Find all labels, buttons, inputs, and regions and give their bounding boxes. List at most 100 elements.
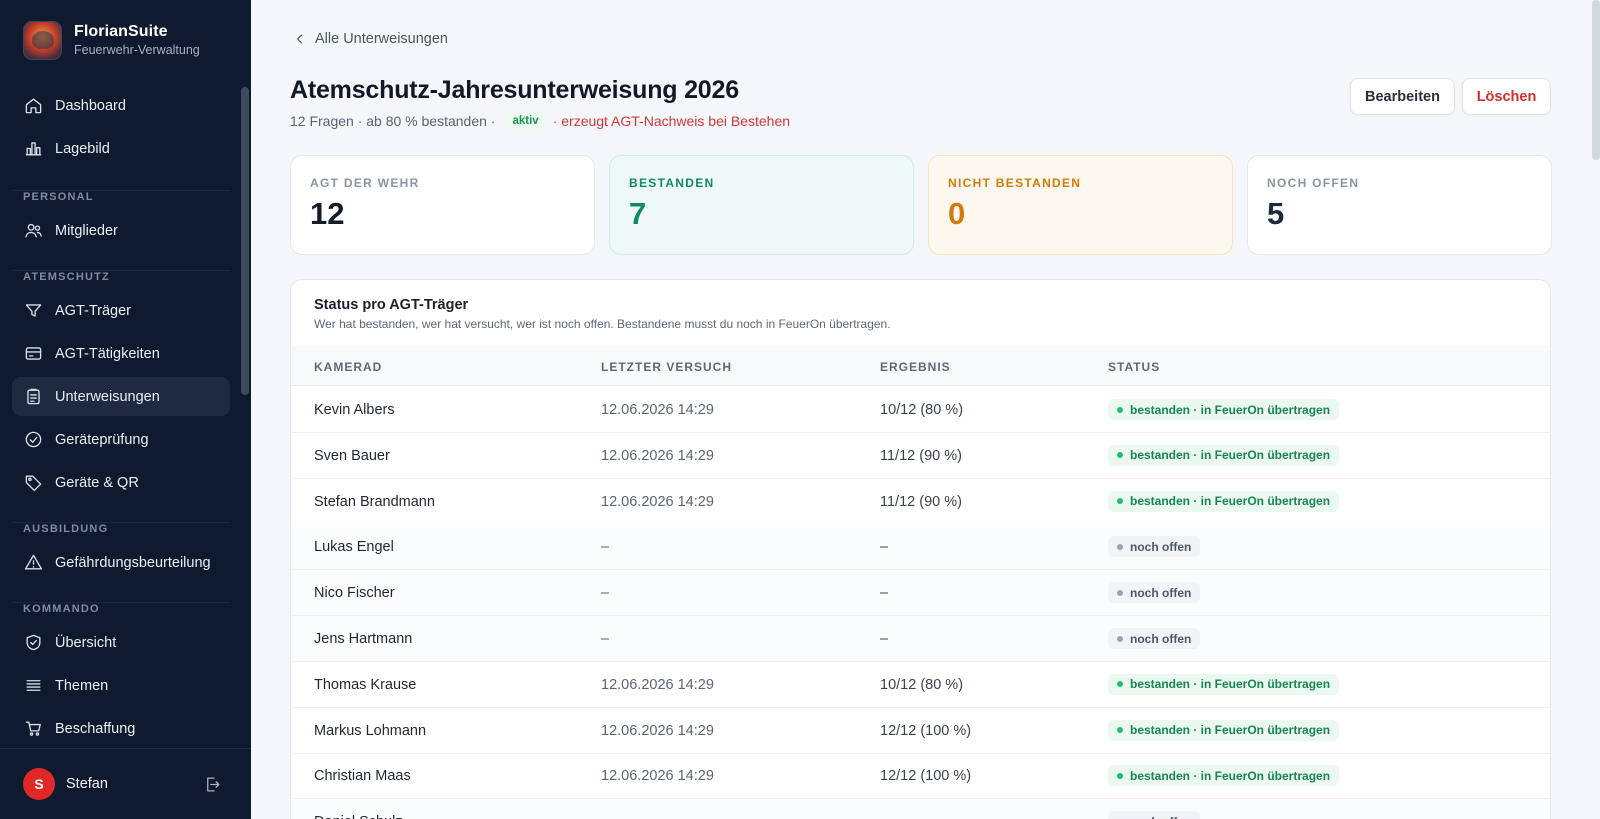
clipboard-icon <box>23 387 43 407</box>
main-content: Alle Unterweisungen Atemschutz-Jahresunt… <box>251 0 1600 819</box>
status-label: bestanden · in FeuerOn übertragen <box>1130 448 1331 463</box>
stat-card-passed: BESTANDEN 7 <box>609 155 914 255</box>
page-meta: 12 Fragen · ab 80 % bestanden · aktiv · … <box>290 113 790 129</box>
sidebar-item-unterweisungen[interactable]: Unterweisungen <box>12 377 230 416</box>
sidebar-item-geraetepruefung[interactable]: Geräteprüfung <box>12 420 230 459</box>
status-badge: bestanden · in FeuerOn übertragen <box>1108 444 1340 466</box>
stat-card-open: NOCH OFFEN 5 <box>1247 155 1552 255</box>
brand[interactable]: FlorianSuite Feuerwehr-Verwaltung <box>0 0 251 80</box>
cell-last-attempt: 12.06.2026 14:29 <box>601 447 714 464</box>
cell-status: bestanden · in FeuerOn übertragen <box>1108 765 1340 787</box>
cell-status: bestanden · in FeuerOn übertragen <box>1108 444 1340 466</box>
table-row[interactable]: Markus Lohmann 12.06.2026 14:29 12/12 (100… <box>291 708 1550 754</box>
table-row[interactable]: Jens Hartmann – – noch offen <box>291 616 1550 662</box>
cell-last-attempt: 12.06.2026 14:29 <box>601 493 714 510</box>
table-header: KAMERAD LETZTER VERSUCH ERGEBNIS STATUS <box>291 346 1550 386</box>
status-label: bestanden · in FeuerOn übertragen <box>1130 768 1331 783</box>
cell-result: – <box>880 814 888 819</box>
stat-label: BESTANDEN <box>629 176 715 190</box>
status-label: bestanden · in FeuerOn übertragen <box>1130 494 1331 509</box>
table-row[interactable]: Kevin Albers 12.06.2026 14:29 10/12 (80 %)… <box>291 387 1550 433</box>
stat-label: AGT DER WEHR <box>310 176 420 190</box>
list-icon <box>23 676 43 696</box>
column-header-ergebnis[interactable]: ERGEBNIS <box>880 360 951 374</box>
cell-status: noch offen <box>1108 811 1201 819</box>
cell-name: Kevin Albers <box>314 402 395 418</box>
sidebar-item-label: Beschaffung <box>55 720 136 737</box>
cell-last-attempt: – <box>601 585 610 602</box>
status-badge: bestanden · in FeuerOn übertragen <box>1108 719 1340 741</box>
sidebar-item-lagebild[interactable]: Lagebild <box>12 129 230 168</box>
sidebar-item-mitglieder[interactable]: Mitglieder <box>12 211 230 250</box>
user-bar: S Stefan <box>0 748 251 819</box>
status-label: bestanden · in FeuerOn übertragen <box>1130 723 1331 738</box>
sidebar: FlorianSuite Feuerwehr-Verwaltung Dashbo… <box>0 0 251 819</box>
table-row[interactable]: Thomas Krause 12.06.2026 14:29 10/12 (80 %… <box>291 662 1550 708</box>
avatar[interactable]: S <box>23 768 55 800</box>
stat-value: 0 <box>948 196 966 231</box>
tag-icon <box>23 473 43 493</box>
sidebar-item-label: Themen <box>55 677 109 694</box>
cart-icon <box>23 719 43 739</box>
table-row[interactable]: Christian Maas 12.06.2026 14:29 12/12 (100… <box>291 753 1550 800</box>
app-logo <box>23 20 62 60</box>
cell-last-attempt: 12.06.2026 14:29 <box>601 676 714 693</box>
status-dot-icon <box>1117 543 1123 550</box>
sidebar-item-label: Übersicht <box>55 634 117 651</box>
column-header-kamerad[interactable]: KAMERAD <box>314 360 383 374</box>
meta-text: 12 Fragen · ab 80 % bestanden · <box>290 113 496 129</box>
back-link[interactable]: Alle Unterweisungen <box>293 31 448 47</box>
page-title: Atemschutz-Jahresunterweisung 2026 <box>290 76 739 104</box>
table-row[interactable]: Lukas Engel – – noch offen <box>291 524 1550 571</box>
sidebar-item-beschaffung[interactable]: Beschaffung <box>12 709 230 748</box>
sidebar-item-agt-taetigkeiten[interactable]: AGT-Tätigkeiten <box>12 334 230 373</box>
stat-label: NOCH OFFEN <box>1267 176 1360 190</box>
status-badge: bestanden · in FeuerOn übertragen <box>1108 765 1340 787</box>
sidebar-item-label: Geräte & QR <box>55 474 139 491</box>
logout-icon[interactable] <box>203 775 223 795</box>
table-row[interactable]: Stefan Brandmann 12.06.2026 14:29 11/12 (9… <box>291 479 1550 525</box>
cell-status: noch offen <box>1108 628 1201 649</box>
sidebar-item-geraete-qr[interactable]: Geräte & QR <box>12 463 230 502</box>
cell-status: bestanden · in FeuerOn übertragen <box>1108 490 1340 512</box>
sidebar-item-gefaehrdungsbeurteilung[interactable]: Gefährdungsbeurteilung <box>12 543 230 582</box>
cell-result: – <box>880 539 889 556</box>
cell-name: Lukas Engel <box>314 539 394 556</box>
section-heading-ausbildung: AUSBILDUNG <box>12 522 230 535</box>
sidebar-nav: Dashboard Lagebild PERSONAL Mitglieder A… <box>12 86 230 752</box>
section-heading-kommando: KOMMANDO <box>12 602 230 615</box>
sidebar-item-label: Mitglieder <box>55 222 118 239</box>
sidebar-item-agt-traeger[interactable]: AGT-Träger <box>12 291 230 330</box>
cell-status: bestanden · in FeuerOn übertragen <box>1108 719 1340 741</box>
main-scrollbar[interactable] <box>1592 0 1600 160</box>
column-header-status[interactable]: STATUS <box>1108 360 1161 374</box>
edit-button[interactable]: Bearbeiten <box>1350 78 1455 115</box>
cell-result: – <box>880 585 889 602</box>
status-label: noch offen <box>1130 815 1191 819</box>
status-badge: noch offen <box>1108 811 1201 819</box>
sidebar-scrollbar[interactable] <box>241 87 249 395</box>
bar-chart-icon <box>23 139 43 159</box>
cell-name: Stefan Brandmann <box>314 493 435 510</box>
cell-result: – <box>880 631 889 647</box>
sidebar-item-themen[interactable]: Themen <box>12 666 230 705</box>
table-row[interactable]: Daniel Schulz – – noch offen <box>291 799 1550 819</box>
user-name: Stefan <box>66 776 108 792</box>
cell-name: Markus Lohmann <box>314 722 427 739</box>
table-row[interactable]: Nico Fischer – – noch offen <box>291 570 1550 617</box>
status-badge: noch offen <box>1108 582 1201 604</box>
sidebar-item-uebersicht[interactable]: Übersicht <box>12 623 230 662</box>
warning-icon <box>23 553 43 573</box>
status-label: noch offen <box>1130 539 1192 554</box>
delete-button[interactable]: Löschen <box>1462 78 1551 115</box>
sidebar-item-dashboard[interactable]: Dashboard <box>12 86 230 125</box>
sidebar-item-label: Dashboard <box>55 97 126 114</box>
cell-last-attempt: – <box>601 539 610 556</box>
status-dot-icon <box>1117 406 1123 413</box>
table-row[interactable]: Sven Bauer 12.06.2026 14:29 11/12 (90 %) be… <box>291 433 1550 479</box>
stat-value: 5 <box>1267 196 1285 231</box>
status-label: bestanden · in FeuerOn übertragen <box>1130 677 1331 692</box>
sidebar-item-label: AGT-Tätigkeiten <box>55 345 160 362</box>
cell-name: Thomas Krause <box>314 676 417 693</box>
column-header-letzter-versuch[interactable]: LETZTER VERSUCH <box>601 360 733 374</box>
